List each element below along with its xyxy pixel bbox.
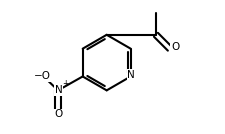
Text: N: N bbox=[127, 70, 135, 80]
Text: O: O bbox=[170, 42, 179, 52]
Text: O: O bbox=[54, 109, 62, 119]
Text: N: N bbox=[55, 85, 62, 95]
Text: −O: −O bbox=[34, 71, 51, 81]
Text: +: + bbox=[62, 79, 68, 88]
